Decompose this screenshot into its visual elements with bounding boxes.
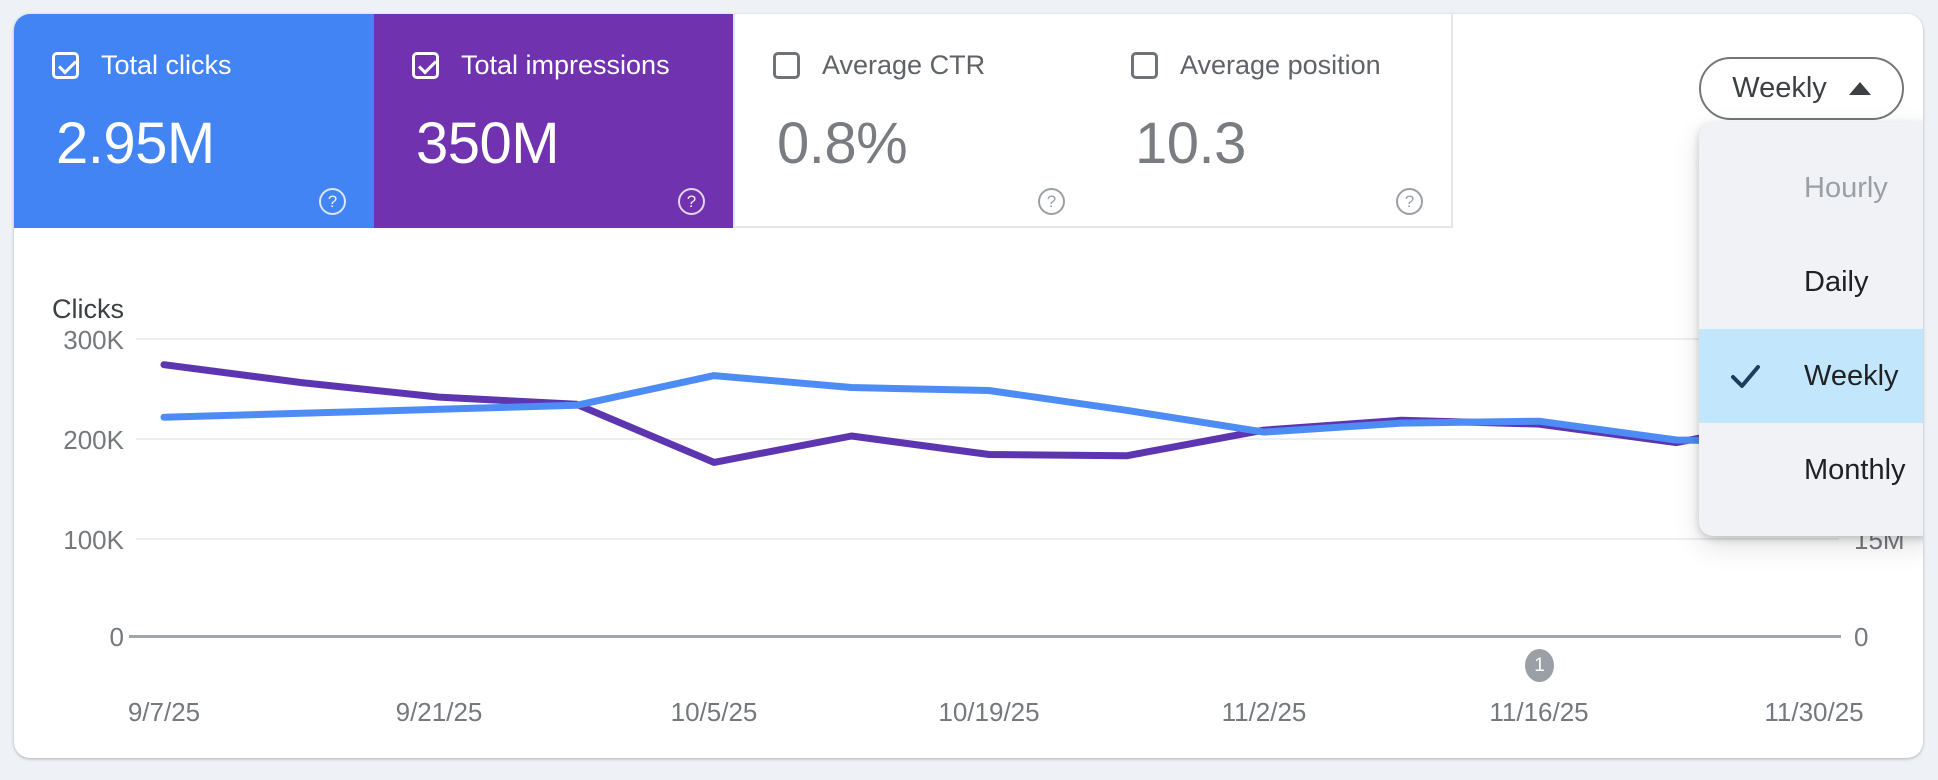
menu-item-label: Monthly — [1804, 453, 1906, 486]
metric-value: 2.95M — [56, 111, 215, 176]
metric-head: Average position — [1131, 50, 1381, 81]
right-tick-0: 0 — [1854, 622, 1869, 652]
metric-value: 10.3 — [1135, 111, 1246, 176]
metric-card-average-ctr[interactable]: Average CTR 0.8% ? — [733, 14, 1093, 228]
help-icon[interactable]: ? — [1038, 188, 1065, 215]
x-tick: 11/2/25 — [1221, 697, 1307, 727]
metric-label: Total impressions — [461, 50, 670, 80]
menu-item-label: Daily — [1804, 265, 1869, 298]
help-icon[interactable]: ? — [319, 188, 346, 215]
x-tick: 11/30/25 — [1764, 697, 1864, 727]
metric-value: 0.8% — [777, 111, 908, 176]
impressions-line — [160, 361, 1818, 466]
menu-item-monthly[interactable]: Monthly — [1699, 423, 1923, 517]
x-tick: 10/19/25 — [938, 697, 1040, 727]
metric-card-average-position[interactable]: Average position 10.3 ? — [1093, 14, 1453, 228]
metric-head: Average CTR — [773, 50, 985, 81]
chevron-up-icon — [1848, 82, 1871, 95]
y-tick-100k: 100K — [63, 525, 124, 555]
metric-label: Average CTR — [822, 50, 986, 80]
y-tick-200k: 200K — [63, 425, 124, 455]
x-tick: 9/21/25 — [395, 697, 483, 727]
metric-head: Total impressions — [412, 50, 670, 81]
gridline — [136, 438, 1839, 440]
period-dropdown-button[interactable]: Weekly — [1699, 57, 1904, 120]
metric-value: 350M — [416, 111, 560, 176]
metric-label: Average position — [1180, 50, 1381, 80]
help-icon[interactable]: ? — [678, 188, 705, 215]
metric-card-total-clicks[interactable]: Total clicks 2.95M ? — [14, 14, 374, 228]
annotation-marker[interactable]: 1 — [1525, 649, 1554, 682]
x-tick: 10/5/25 — [670, 697, 758, 727]
annotation-count: 1 — [1534, 654, 1545, 676]
total-impressions-checkbox[interactable] — [412, 52, 439, 79]
average-ctr-checkbox[interactable] — [773, 52, 800, 79]
x-tick: 11/16/25 — [1489, 697, 1589, 727]
metric-head: Total clicks — [52, 50, 232, 81]
gridline — [136, 338, 1839, 340]
selected-check-icon — [1731, 365, 1760, 388]
menu-item-weekly[interactable]: Weekly — [1699, 329, 1923, 423]
average-position-checkbox[interactable] — [1131, 52, 1158, 79]
metric-card-total-impressions[interactable]: Total impressions 350M ? — [374, 14, 733, 228]
performance-panel: Total clicks 2.95M ? Total impressions 3… — [14, 14, 1923, 758]
total-clicks-checkbox[interactable] — [52, 52, 79, 79]
period-dropdown-menu: Hourly Daily Weekly Monthly — [1699, 122, 1923, 536]
x-axis-line — [129, 635, 1841, 638]
x-tick: 9/7/25 — [127, 697, 201, 727]
y-tick-300k: 300K — [63, 325, 124, 355]
menu-item-hourly[interactable]: Hourly — [1699, 141, 1923, 235]
y-tick-0: 0 — [109, 622, 124, 652]
y-axis-title: Clicks — [52, 294, 124, 324]
period-selected-label: Weekly — [1732, 72, 1827, 104]
metric-label: Total clicks — [101, 50, 232, 80]
clicks-line — [160, 372, 1818, 446]
menu-item-daily[interactable]: Daily — [1699, 235, 1923, 329]
menu-item-label: Hourly — [1804, 171, 1888, 204]
help-icon[interactable]: ? — [1396, 188, 1423, 215]
gridline — [136, 538, 1839, 540]
menu-item-label: Weekly — [1804, 359, 1899, 392]
